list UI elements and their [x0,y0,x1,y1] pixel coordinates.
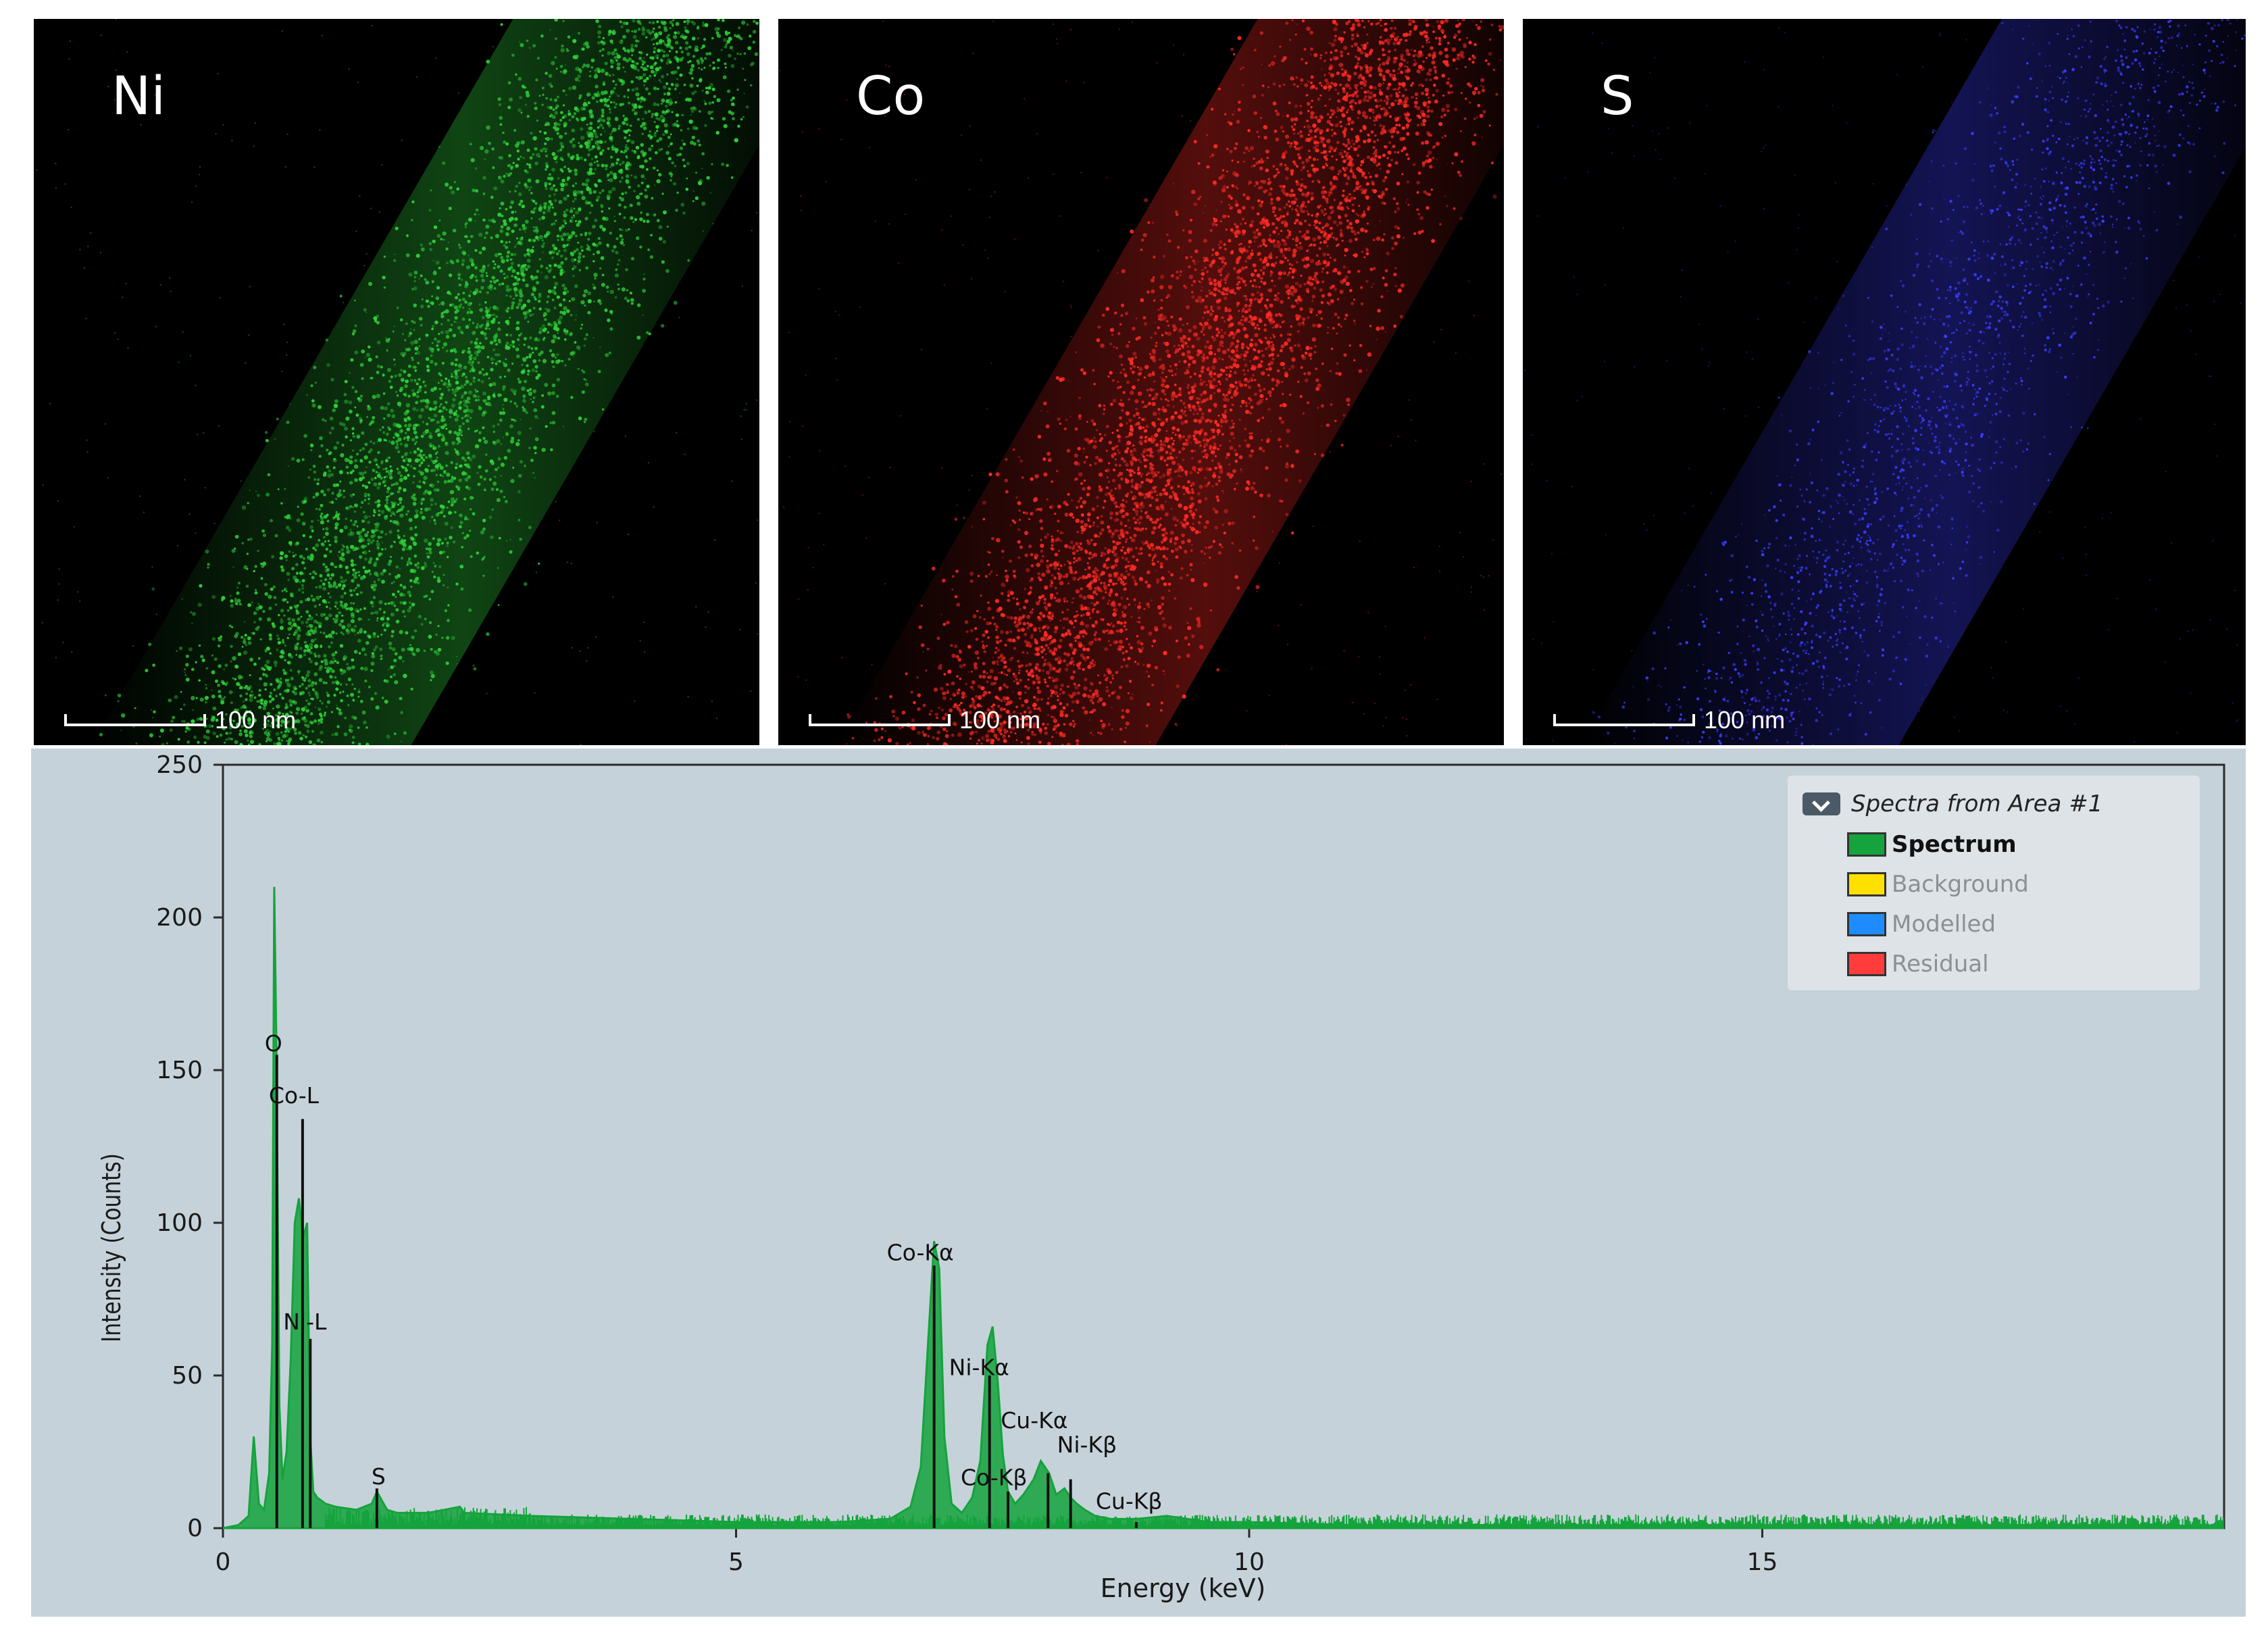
map-signal-band [1580,19,2246,745]
legend-swatch-spectrum [1847,832,1886,857]
ni-scale-label: 100 nm [215,706,297,734]
peak-label: Ni-Kα [949,1354,1009,1380]
legend-label-residual: Residual [1892,951,1989,978]
peak-label: Ni-L [283,1309,327,1335]
legend-item-background[interactable]: Background [1847,869,2029,899]
ni-map-image [36,19,759,745]
y-tick-label: 100 [156,1209,203,1237]
x-tick-label: 15 [1747,1548,1778,1576]
co-scale-bar [809,714,951,726]
y-axis-title: Intensity (Counts) [97,1153,126,1342]
s-map-image [1524,19,2246,745]
y-tick-label: 0 [187,1515,203,1542]
legend-label-modelled: Modelled [1892,911,1996,938]
eds-spectrum-panel: 0 50 100 150 200 250 0 5 10 15 Energy (keV) Intensi… [31,749,2246,1617]
legend-swatch-residual [1847,952,1886,976]
x-tick-label: 5 [728,1548,744,1576]
map-speckles [36,19,759,745]
map-signal-band [836,19,1504,745]
peak-label: S [372,1463,386,1490]
legend-label-spectrum: Spectrum [1892,831,2017,858]
peak-label: Co-Kα [887,1239,954,1265]
y-tick-label: 250 [156,751,203,779]
ni-map-panel: Ni 100 nm [34,19,759,745]
legend-swatch-modelled [1847,912,1886,936]
y-tick-label: 200 [156,904,203,932]
s-element-label: S [1601,66,1634,127]
spectrum-legend: Spectra from Area #1 Spectrum Background… [1788,776,2200,990]
spectrum-series [222,886,2225,1530]
ni-scale-bar [64,714,206,726]
x-tick-label: 10 [1234,1548,1265,1576]
map-speckles [1524,19,2246,745]
legend-item-modelled[interactable]: Modelled [1847,909,1996,939]
peak-label: Cu-Kα [1001,1407,1067,1434]
chevron-down-icon[interactable] [1803,792,1840,815]
ni-element-label: Ni [111,66,166,127]
co-map-panel: Co 100 nm [778,19,1504,745]
legend-item-spectrum[interactable]: Spectrum [1847,830,2017,859]
s-map-panel: S 100 nm [1523,19,2246,745]
x-axis-title: Energy (keV) [1101,1573,1266,1603]
co-element-label: Co [856,66,926,127]
peak-label: Co-L [269,1082,320,1109]
co-map-image [779,19,1504,745]
s-scale-bar [1553,714,1695,726]
y-tick-label: 150 [156,1057,203,1084]
s-scale-label: 100 nm [1704,706,1786,734]
peak-label: Co-Kβ [961,1465,1027,1491]
map-speckles [779,19,1504,745]
legend-title: Spectra from Area #1 [1851,790,2103,817]
spectrum-noise [324,1507,2224,1528]
x-tick-label: 0 [216,1548,231,1576]
map-signal-band [91,19,759,745]
peak-label: O [265,1030,282,1057]
peak-label: Cu-Kβ [1096,1488,1163,1514]
legend-header[interactable]: Spectra from Area #1 [1803,788,2102,820]
co-scale-label: 100 nm [959,706,1041,734]
legend-label-background: Background [1892,871,2029,898]
legend-swatch-background [1847,872,1886,896]
peak-label: Ni-Kβ [1057,1432,1117,1458]
y-tick-label: 50 [172,1362,203,1390]
legend-item-residual[interactable]: Residual [1847,949,1989,979]
eds-spectrum-chart: 0 50 100 150 200 250 0 5 10 15 Energy (keV) Intensi… [97,751,2225,1603]
